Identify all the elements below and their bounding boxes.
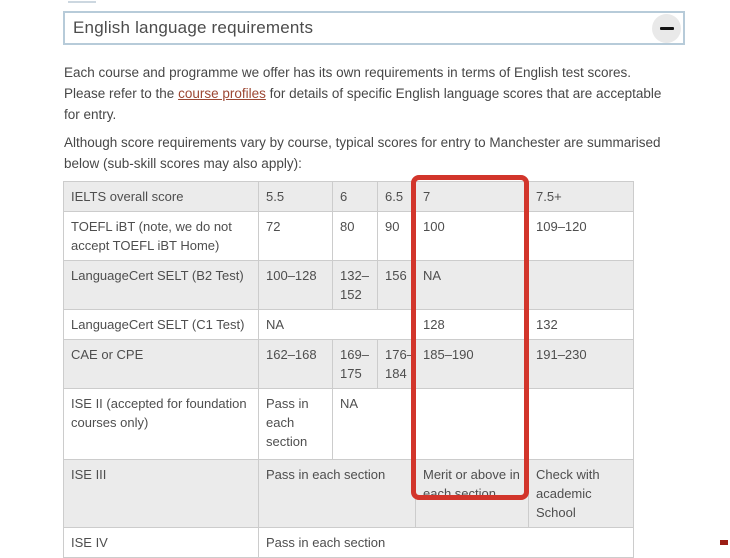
- cell-test-name: CAE or CPE: [63, 339, 259, 389]
- cell-score: 169–175: [332, 339, 378, 389]
- cell-score-highlighted: 7: [415, 181, 529, 212]
- intro-text-after-link: for details of specific English language…: [64, 86, 662, 122]
- cell-score: 100–128: [258, 260, 333, 310]
- page-edge-fragment-top: [68, 1, 96, 3]
- cell-test-name: IELTS overall score: [63, 181, 259, 212]
- table-row-languagecert-c1: LanguageCert SELT (C1 Test) NA 128 132: [63, 309, 634, 340]
- table-row-cae-cpe: CAE or CPE 162–168 169–175 176–184 185–1…: [63, 339, 634, 389]
- cell-score: [528, 260, 634, 310]
- cell-score: 6.5: [377, 181, 416, 212]
- table-row-toefl: TOEFL iBT (note, we do not accept TOEFL …: [63, 211, 634, 261]
- cell-score: Pass in each section: [258, 459, 416, 528]
- cell-test-name: LanguageCert SELT (B2 Test): [63, 260, 259, 310]
- cell-score: Pass in each section: [258, 527, 634, 558]
- cell-test-name: ISE II (accepted for foundation courses …: [63, 388, 259, 460]
- cell-score: 90: [377, 211, 416, 261]
- cell-score: 80: [332, 211, 378, 261]
- collapse-button[interactable]: [652, 13, 681, 43]
- cell-score-highlighted: 128: [415, 309, 529, 340]
- table-row-ielts: IELTS overall score 5.5 6 6.5 7 7.5+: [63, 181, 634, 212]
- cell-score: NA: [258, 309, 416, 340]
- cell-score: Pass in each section: [258, 388, 333, 460]
- cell-score: 132: [528, 309, 634, 340]
- table-row-ise4: ISE IV Pass in each section: [63, 527, 634, 558]
- minus-icon: [659, 26, 674, 30]
- cell-score: 109–120: [528, 211, 634, 261]
- cell-score-highlighted: NA: [415, 260, 529, 310]
- cell-score: 176–184: [377, 339, 416, 389]
- cell-score: 7.5+: [528, 181, 634, 212]
- cell-score-highlighted: [415, 388, 529, 460]
- section-title: English language requirements: [73, 18, 314, 37]
- summary-paragraph: Although score requirements vary by cour…: [64, 135, 661, 171]
- course-profiles-link[interactable]: course profiles: [178, 86, 266, 101]
- cell-score: Check with academic School: [528, 459, 634, 528]
- cell-score: 5.5: [258, 181, 333, 212]
- accordion-header: English language requirements: [63, 11, 685, 45]
- table-row-ise3: ISE III Pass in each section Merit or ab…: [63, 459, 634, 528]
- intro-text-before-link: Each course and programme we offer has i…: [64, 65, 632, 101]
- cell-test-name: ISE IV: [63, 527, 259, 558]
- requirements-table-wrap: IELTS overall score 5.5 6 6.5 7 7.5+ TOE…: [63, 181, 634, 558]
- cell-score: [528, 388, 634, 460]
- cell-test-name: LanguageCert SELT (C1 Test): [63, 309, 259, 340]
- cell-score: 72: [258, 211, 333, 261]
- cell-score: 191–230: [528, 339, 634, 389]
- table-row-languagecert-b2: LanguageCert SELT (B2 Test) 100–128 132–…: [63, 260, 634, 310]
- page-edge-fragment-bottom: [720, 540, 728, 545]
- cell-score: 162–168: [258, 339, 333, 389]
- cell-score: 156: [377, 260, 416, 310]
- cell-test-name: TOEFL iBT (note, we do not accept TOEFL …: [63, 211, 259, 261]
- cell-score-highlighted: 100: [415, 211, 529, 261]
- table-row-ise2: ISE II (accepted for foundation courses …: [63, 388, 634, 460]
- requirements-table: IELTS overall score 5.5 6 6.5 7 7.5+ TOE…: [63, 181, 634, 558]
- cell-score-highlighted: 185–190: [415, 339, 529, 389]
- cell-score: 6: [332, 181, 378, 212]
- cell-test-name: ISE III: [63, 459, 259, 528]
- cell-score-highlighted: Merit or above in each section: [415, 459, 529, 528]
- cell-score: NA: [332, 388, 416, 460]
- intro-paragraph: Each course and programme we offer has i…: [64, 62, 664, 125]
- cell-score: 132–152: [332, 260, 378, 310]
